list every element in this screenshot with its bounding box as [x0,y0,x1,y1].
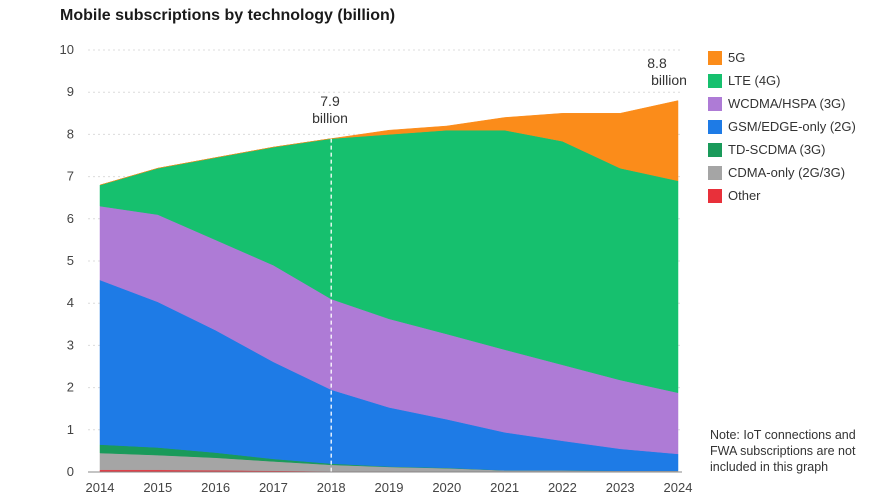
legend-swatch-lte-4g [708,73,722,88]
legend-label-td-scdma-3g: TD-SCDMA (3G) [728,142,826,157]
legend: 5G LTE (4G) WCDMA/HSPA (3G) GSM/EDGE-only (… [708,46,856,207]
chart-title: Mobile subscriptions by technology (bill… [60,7,396,24]
x-tick-label-2024: 2024 [664,480,693,495]
legend-swatch-cdma-only-2g-3g [708,165,722,180]
x-tick-label-2014: 2014 [86,480,115,495]
annotation-2018-unit: billion [312,110,348,126]
legend-swatch-td-scdma-3g [708,142,722,157]
legend-item-cdma-only-2g-3g: CDMA-only (2G/3G) [708,161,856,184]
area-5g [99,100,679,186]
y-tick-label-3: 3 [67,337,74,352]
legend-label-wcdma-hspa-3g: WCDMA/HSPA (3G) [728,96,846,111]
y-tick-label-8: 8 [67,126,74,141]
y-tick-label-1: 1 [67,422,74,437]
legend-label-cdma-only-2g-3g: CDMA-only (2G/3G) [728,165,846,180]
note-text: Note: IoT connections and FWA subscripti… [710,428,856,474]
legend-swatch-gsm-edge-only-2g [708,119,722,134]
x-tick-label-2023: 2023 [606,480,635,495]
y-tick-label-9: 9 [67,84,74,99]
annotation-2018-value: 7.9 [320,93,340,109]
x-tick-label-2018: 2018 [317,480,346,495]
annotation-2024-unit: billion [651,72,687,88]
legend-label-other: Other [728,188,761,203]
y-tick-label-0: 0 [67,464,74,479]
x-tick-label-2021: 2021 [490,480,519,495]
y-tick-label-7: 7 [67,169,74,184]
legend-swatch-wcdma-hspa-3g [708,96,722,111]
axes: 0 1 2 3 4 5 6 7 8 9 10 2014 2015 2016 2017 2018 2019 2020… [60,42,693,495]
x-tick-label-2017: 2017 [259,480,288,495]
x-tick-label-2022: 2022 [548,480,577,495]
legend-item-lte-4g: LTE (4G) [708,69,856,92]
y-tick-label-6: 6 [67,211,74,226]
x-tick-label-2020: 2020 [432,480,461,495]
y-tick-label-10: 10 [60,42,74,57]
legend-item-td-scdma-3g: TD-SCDMA (3G) [708,138,856,161]
legend-label-lte-4g: LTE (4G) [728,73,781,88]
legend-label-5g: 5G [728,50,746,65]
legend-swatch-other [708,188,722,203]
legend-swatch-5g [708,50,722,65]
y-tick-label-2: 2 [67,380,74,395]
y-tick-label-4: 4 [67,295,74,310]
legend-label-gsm-edge-only-2g: GSM/EDGE-only (2G) [728,119,856,134]
stacked-areas [99,100,679,473]
legend-item-5g: 5G [708,46,856,69]
y-tick-label-5: 5 [67,253,74,268]
legend-item-gsm-edge-only-2g: GSM/EDGE-only (2G) [708,115,856,138]
x-tick-label-2016: 2016 [201,480,230,495]
legend-item-wcdma-hspa-3g: WCDMA/HSPA (3G) [708,92,856,115]
annotation-2024-value: 8.8 [647,55,667,71]
legend-item-other: Other [708,184,856,207]
x-tick-label-2015: 2015 [143,480,172,495]
x-tick-label-2019: 2019 [375,480,404,495]
annotations: 7.9 billion 8.8 billion [312,55,687,126]
